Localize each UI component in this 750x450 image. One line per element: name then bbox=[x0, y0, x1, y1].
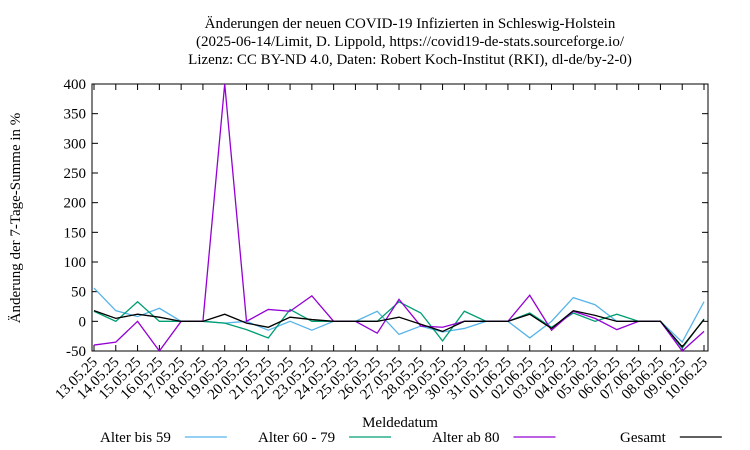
y-tick-label: 100 bbox=[64, 255, 87, 271]
chart-title: Änderungen der neuen COVID-19 Infizierte… bbox=[205, 15, 616, 32]
y-tick-label: 200 bbox=[64, 196, 87, 212]
series-line bbox=[93, 309, 705, 348]
chart-title: (2025-06-14/Limit, D. Lippold, https://c… bbox=[196, 34, 625, 50]
chart-title: Lizenz: CC BY-ND 4.0, Daten: Robert Koch… bbox=[188, 52, 632, 68]
y-tick-label: 150 bbox=[64, 225, 87, 241]
legend-label: Gesamt bbox=[620, 430, 667, 446]
series-line bbox=[93, 83, 705, 353]
legend-label: Alter bis 59 bbox=[100, 430, 171, 446]
plot-frame bbox=[91, 83, 709, 352]
y-tick-label: -50 bbox=[66, 344, 86, 360]
y-axis-label: Änderung der 7-Tage-Summe in % bbox=[7, 113, 24, 324]
y-tick-label: 300 bbox=[64, 136, 87, 152]
y-tick-label: 250 bbox=[64, 166, 87, 182]
legend-label: Alter 60 - 79 bbox=[258, 430, 335, 446]
y-tick-label: 350 bbox=[64, 107, 87, 123]
x-axis-label: Meldedatum bbox=[362, 415, 438, 431]
y-tick-label: 0 bbox=[79, 314, 87, 330]
legend-label: Alter ab 80 bbox=[432, 430, 499, 446]
y-tick-label: 400 bbox=[64, 77, 87, 93]
y-tick-label: 50 bbox=[71, 285, 86, 301]
series-line bbox=[93, 300, 705, 350]
